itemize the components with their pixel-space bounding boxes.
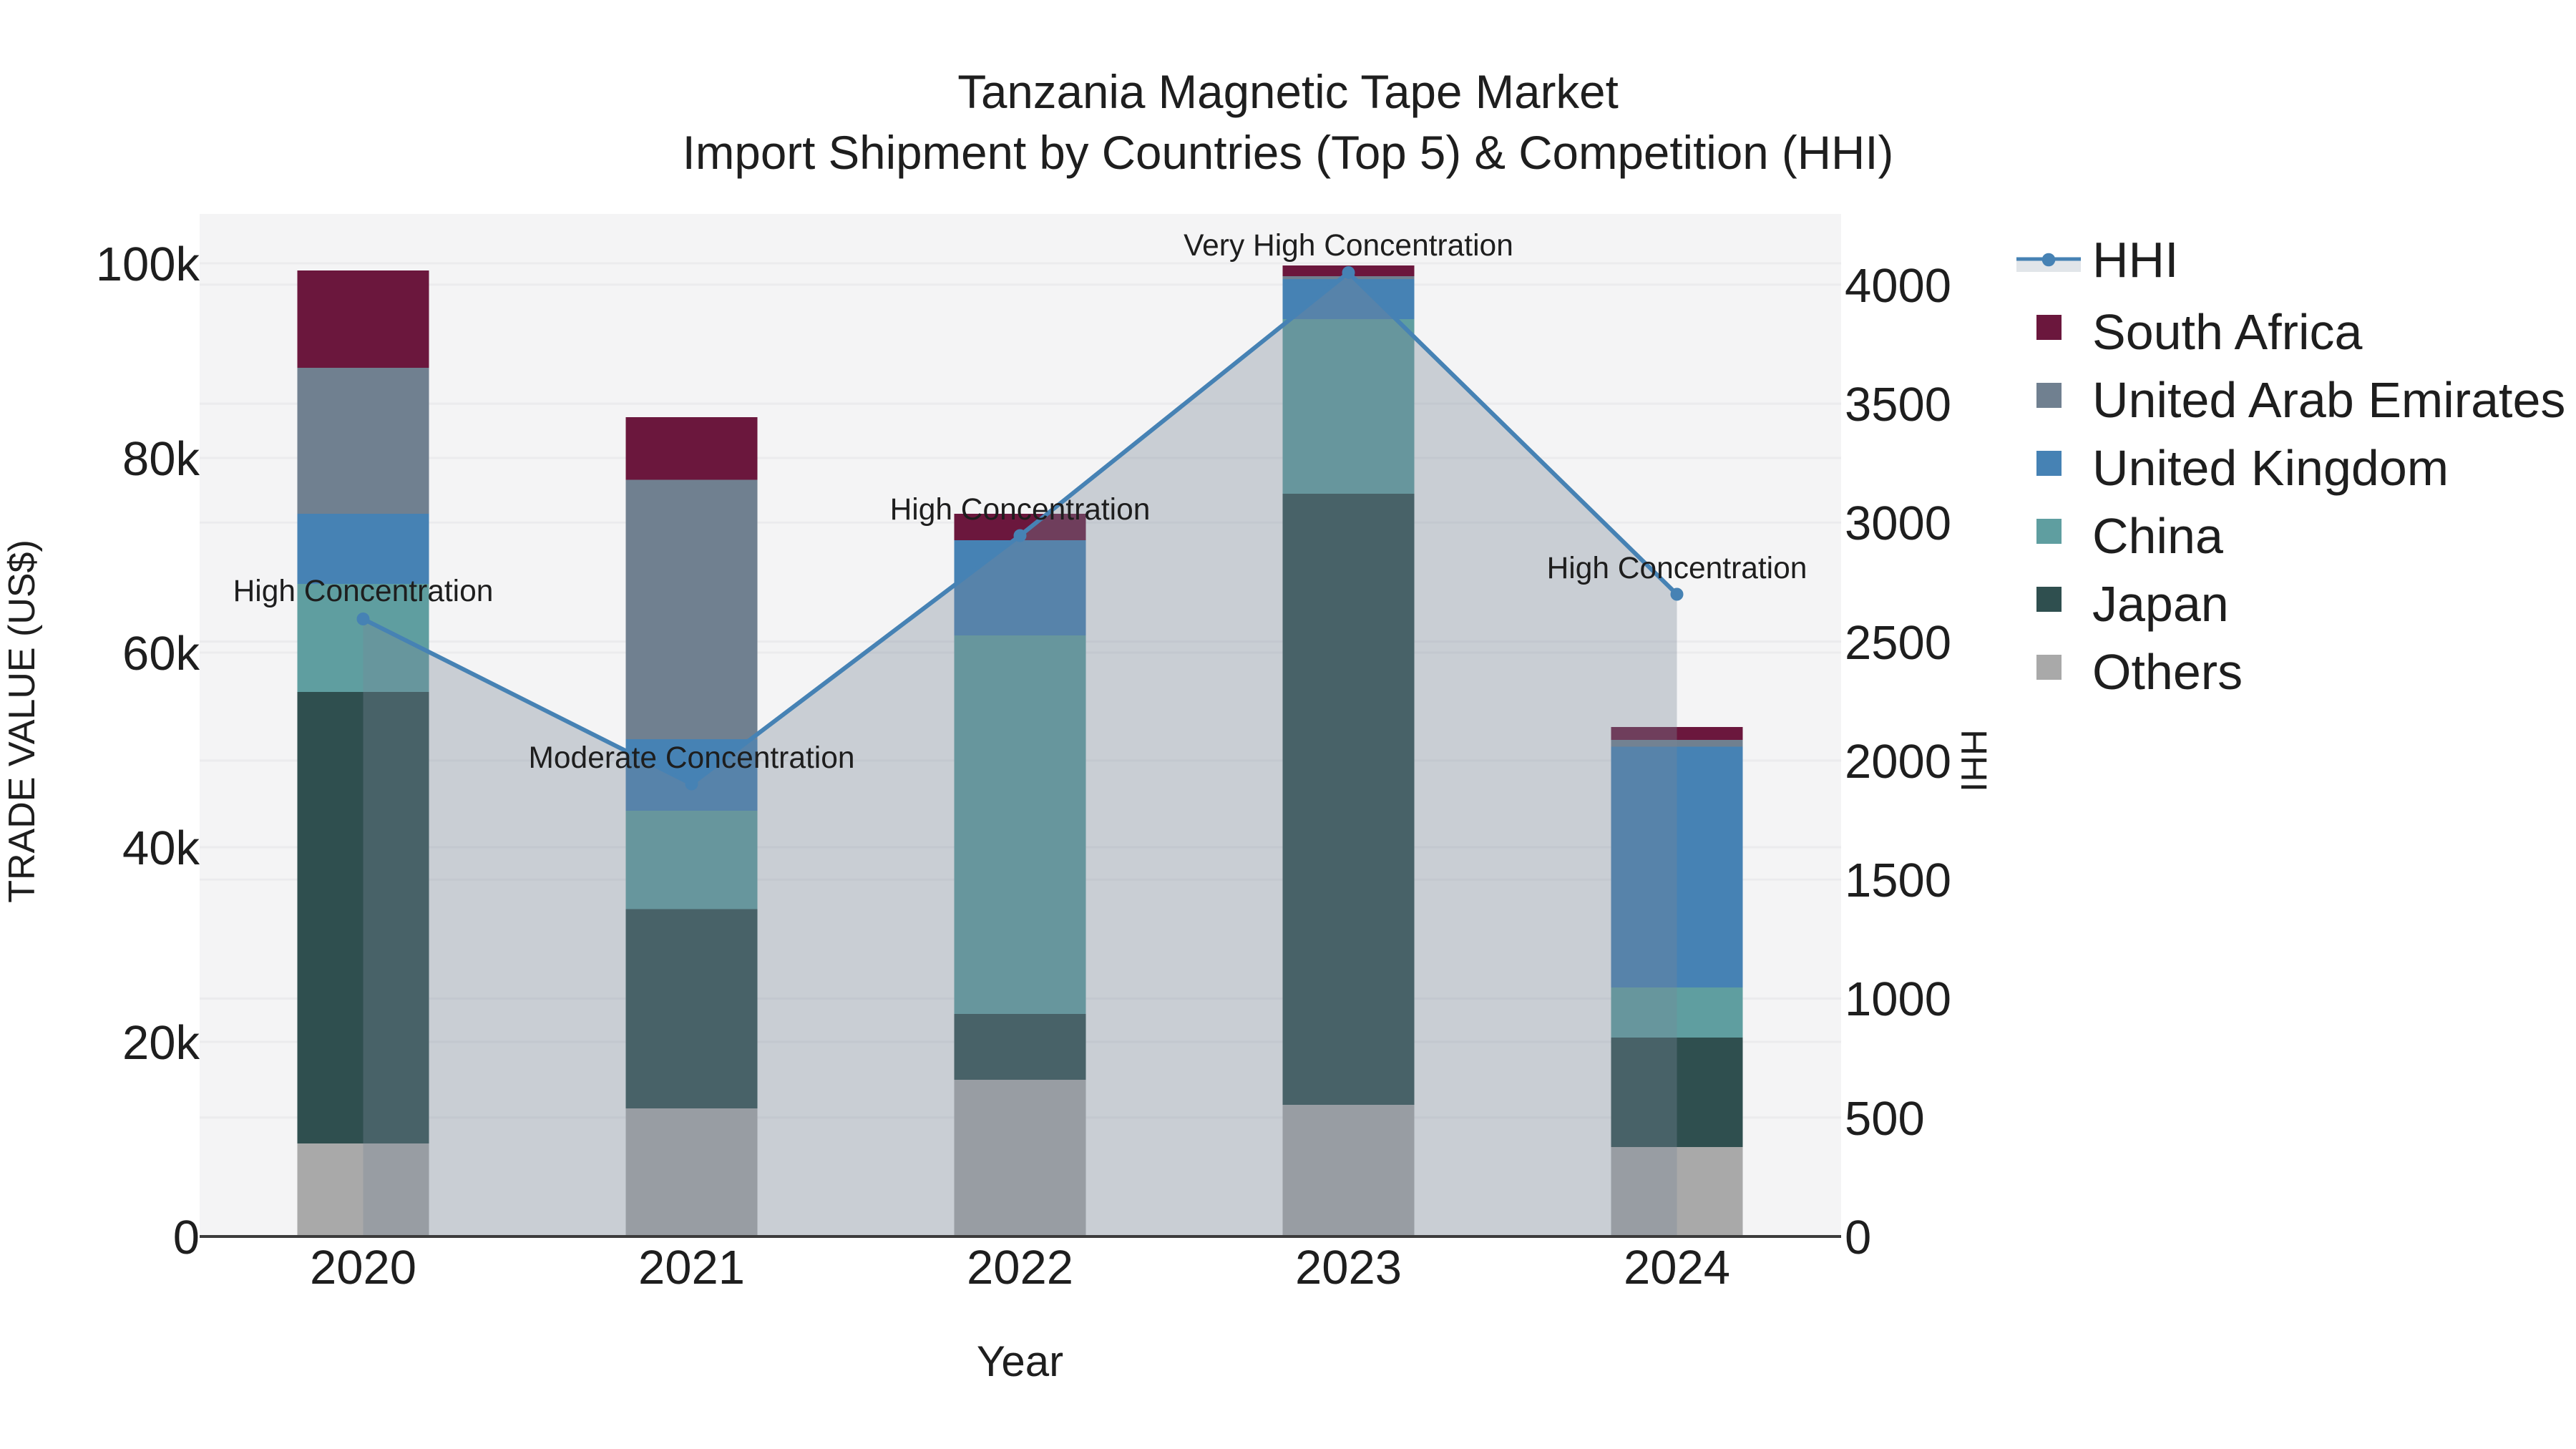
svg-text:Others: Others [2092, 644, 2243, 700]
svg-text:1000: 1000 [1845, 972, 1951, 1026]
svg-text:HHI: HHI [2092, 232, 2179, 288]
svg-text:HHI: HHI [1953, 729, 1994, 792]
svg-text:Tanzania Magnetic Tape Market: Tanzania Magnetic Tape Market [957, 66, 1619, 118]
svg-text:2020: 2020 [310, 1241, 416, 1294]
svg-text:China: China [2092, 508, 2223, 564]
svg-text:3500: 3500 [1845, 378, 1951, 431]
svg-text:High Concentration: High Concentration [233, 575, 494, 608]
svg-text:2024: 2024 [1624, 1241, 1730, 1294]
svg-text:500: 500 [1845, 1092, 1925, 1146]
svg-text:TRADE VALUE (US$): TRADE VALUE (US$) [1, 540, 43, 903]
svg-text:60k: 60k [122, 627, 200, 680]
svg-text:40k: 40k [122, 821, 200, 875]
svg-text:2021: 2021 [638, 1241, 745, 1294]
svg-text:High Concentration: High Concentration [890, 493, 1151, 527]
svg-text:80k: 80k [122, 432, 200, 486]
svg-text:United Kingdom: United Kingdom [2092, 440, 2449, 496]
svg-text:High Concentration: High Concentration [1547, 552, 1807, 585]
svg-text:20k: 20k [122, 1016, 200, 1070]
svg-text:Very High Concentration: Very High Concentration [1184, 229, 1513, 263]
svg-text:Japan: Japan [2092, 576, 2229, 632]
svg-text:Year: Year [977, 1337, 1063, 1385]
svg-text:100k: 100k [96, 238, 200, 291]
svg-text:3000: 3000 [1845, 497, 1951, 550]
svg-text:1500: 1500 [1845, 854, 1951, 907]
svg-text:Import Shipment by Countries (: Import Shipment by Countries (Top 5) & C… [683, 127, 1894, 179]
svg-text:2500: 2500 [1845, 616, 1951, 670]
svg-text:2000: 2000 [1845, 735, 1951, 789]
svg-text:0: 0 [1845, 1211, 1871, 1264]
svg-text:Moderate Concentration: Moderate Concentration [529, 741, 855, 775]
svg-text:South Africa: South Africa [2092, 304, 2363, 360]
svg-text:2022: 2022 [967, 1241, 1073, 1294]
svg-text:4000: 4000 [1845, 259, 1951, 313]
svg-text:2023: 2023 [1295, 1241, 1402, 1294]
svg-text:0: 0 [173, 1211, 200, 1264]
svg-text:United Arab Emirates: United Arab Emirates [2092, 372, 2565, 428]
